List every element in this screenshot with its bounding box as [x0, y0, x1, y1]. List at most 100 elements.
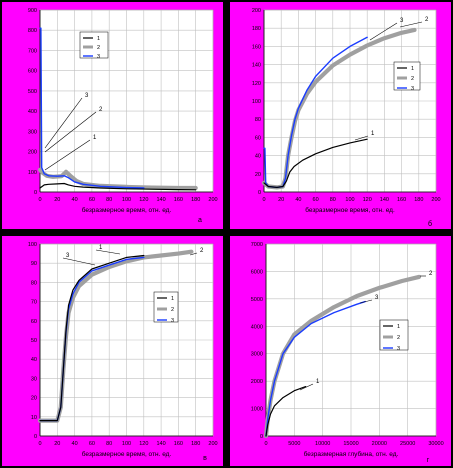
x-axis-label: безразмерное время, отн. ед.	[82, 450, 172, 458]
x-tick-label: 180	[191, 197, 200, 203]
x-tick-label: 5000	[288, 441, 300, 447]
legend-entry-3: 3	[97, 54, 100, 60]
legend-entry-3: 3	[411, 86, 414, 92]
callout-leader	[44, 139, 91, 171]
x-tick-label: 0	[38, 197, 41, 203]
x-tick-label: 15000	[343, 441, 358, 447]
y-tick-label: 10	[31, 415, 37, 421]
x-tick-label: 20	[54, 441, 60, 447]
legend-entry-3: 3	[171, 318, 174, 324]
callout-leader	[359, 299, 373, 304]
legend-entry-1: 1	[397, 324, 400, 330]
callout-label-3: 3	[85, 93, 89, 99]
callout-label-2: 2	[200, 248, 204, 254]
y-tick-label: 40	[31, 357, 37, 363]
callout-label-3: 3	[400, 18, 404, 24]
series-line-3	[265, 300, 366, 437]
callout-leader	[399, 21, 423, 28]
legend: 1 2 3	[379, 319, 409, 352]
legend-entry-2: 2	[171, 307, 174, 313]
legend-entry-1: 1	[171, 296, 174, 302]
x-tick-label: 25000	[400, 441, 415, 447]
x-tick-label: 20	[278, 197, 284, 203]
y-tick-label: 0	[34, 190, 37, 196]
y-tick-label: 1000	[251, 407, 263, 413]
x-axis-label: безразмерная глубина, отн. ед.	[304, 450, 399, 458]
y-tick-label: 20	[31, 396, 37, 402]
x-tick-label: 0	[38, 441, 41, 447]
x-tick-label: 20000	[372, 441, 387, 447]
callout-leader	[44, 111, 97, 153]
callout-leader	[95, 249, 121, 255]
legend-entry-1: 1	[97, 36, 100, 42]
legend-box	[79, 31, 109, 59]
y-tick-label: 300	[28, 129, 37, 135]
x-tick-label: 100	[122, 197, 131, 203]
x-tick-label: 120	[363, 197, 372, 203]
callout-label-2: 2	[425, 17, 429, 23]
callout-label-3: 3	[375, 295, 379, 301]
chart-panel-a: 0 20 40 60 80 100 120 140 160 180 200 0 100 200 300 400…	[2, 2, 223, 229]
x-tick-label: 80	[106, 441, 112, 447]
x-tick-label: 140	[157, 441, 166, 447]
series-line-1	[265, 386, 307, 437]
legend-box	[153, 291, 179, 323]
legend-entry-2: 2	[411, 76, 414, 82]
legend-entry-1: 1	[411, 66, 414, 72]
x-tick-label: 60	[89, 441, 95, 447]
x-tick-label: 0	[262, 197, 265, 203]
y-tick-label: 140	[252, 63, 261, 69]
y-tick-label: 200	[252, 8, 261, 14]
series-line-1	[39, 254, 145, 422]
y-tick-label: 50	[31, 338, 37, 344]
callout-leader	[189, 252, 198, 256]
x-tick-label: 160	[174, 197, 183, 203]
x-axis-label: безразмерное время, отн. ед.	[82, 206, 172, 214]
x-tick-label: 160	[174, 441, 183, 447]
y-tick-label: 700	[28, 48, 37, 54]
x-tick-label: 0	[264, 441, 267, 447]
callout-label-1: 1	[99, 245, 103, 251]
legend: 1 2 3	[79, 31, 109, 60]
series-line-1	[39, 182, 197, 191]
x-tick-label: 60	[89, 197, 95, 203]
x-tick-label: 200	[431, 197, 440, 203]
y-tick-label: 20	[255, 172, 261, 178]
x-tick-label: 120	[139, 441, 148, 447]
x-tick-label: 100	[345, 197, 354, 203]
y-tick-label: 100	[28, 170, 37, 176]
y-tick-label: 180	[252, 26, 261, 32]
callout-leader	[44, 97, 83, 149]
x-tick-label: 80	[330, 197, 336, 203]
legend-entry-2: 2	[397, 335, 400, 341]
panel-letter: б	[428, 220, 432, 228]
x-tick-label: 10000	[315, 441, 330, 447]
legend-box	[379, 319, 409, 351]
chart-panel-d: 0 5000 10000 15000 20000 25000 300000100020003…	[230, 236, 451, 466]
y-tick-label: 600	[28, 69, 37, 75]
x-tick-label: 180	[414, 197, 423, 203]
x-tick-label: 80	[106, 197, 112, 203]
x-tick-label: 100	[122, 441, 131, 447]
x-tick-label: 20	[54, 197, 60, 203]
panel-letter: в	[203, 455, 207, 462]
y-tick-label: 3000	[251, 352, 263, 358]
y-tick-label: 120	[252, 81, 261, 87]
y-tick-label: 100	[28, 242, 37, 248]
y-tick-label: 800	[28, 28, 37, 34]
x-tick-label: 30000	[428, 441, 443, 447]
x-axis-label: безразмерное время, отн. ед.	[305, 206, 395, 214]
y-tick-label: 5000	[251, 297, 263, 303]
panel-letter: а	[198, 217, 202, 224]
chart-panel-c: 0 20 40 60 80 100 120 140 160 180 2000102030405060…	[2, 236, 223, 466]
x-tick-label: 160	[397, 197, 406, 203]
y-tick-label: 160	[252, 44, 261, 50]
y-tick-label: 6000	[251, 269, 263, 275]
y-tick-label: 30	[31, 376, 37, 382]
callout-label-2: 2	[99, 107, 103, 113]
callout-leader	[299, 383, 314, 391]
series-line-1	[263, 138, 368, 188]
x-tick-label: 140	[157, 197, 166, 203]
